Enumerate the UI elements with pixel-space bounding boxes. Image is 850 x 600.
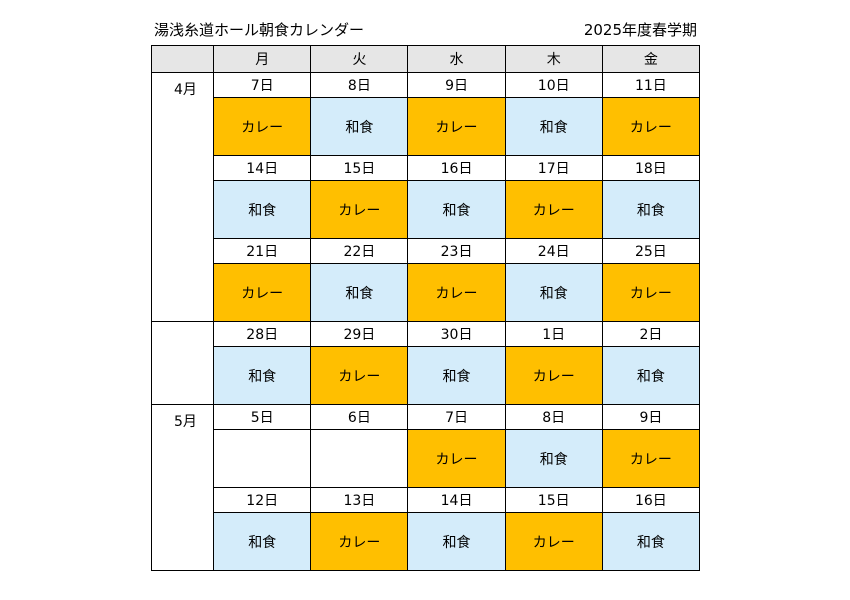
month-label: 5月 [150, 404, 215, 571]
meal-cell-washoku: 和食 [407, 180, 506, 239]
date-cell: 22日 [310, 238, 409, 264]
date-cell: 13日 [310, 487, 409, 513]
date-cell: 12日 [213, 487, 312, 513]
weekday-header-row: 月 火 水 木 金 [150, 45, 701, 73]
meal-cell-curry: カレー [601, 97, 701, 156]
meal-cell-washoku: 和食 [407, 346, 506, 405]
meal-cell-washoku: 和食 [310, 263, 409, 322]
meal-cell-curry: カレー [407, 429, 506, 488]
date-cell: 9日 [601, 404, 701, 430]
meal-cell-washoku: 和食 [407, 512, 506, 571]
date-cell: 17日 [504, 155, 603, 181]
date-cell: 9日 [407, 72, 506, 98]
meal-cell-curry: カレー [504, 346, 603, 405]
breakfast-calendar: 月 火 水 木 金 4月 7日 8日 9日 10日 11日 カレー 和食 カレー 和食 カレー 14日… [150, 45, 701, 571]
date-row: 21日 22日 23日 24日 25日 [152, 238, 701, 264]
page-title: 湯浅糸道ホール朝食カレンダー [154, 21, 365, 39]
meal-row: カレー 和食 カレー [152, 429, 701, 488]
meal-cell-curry: カレー [310, 512, 409, 571]
meal-cell-washoku: 和食 [213, 180, 312, 239]
meal-row: 和食 カレー 和食 カレー 和食 [152, 346, 701, 405]
date-row: 14日 15日 16日 17日 18日 [152, 155, 701, 181]
date-cell: 30日 [407, 321, 506, 347]
month-label: 4月 [150, 72, 215, 322]
meal-cell-curry: カレー [601, 429, 701, 488]
date-cell: 15日 [310, 155, 409, 181]
date-cell: 14日 [407, 487, 506, 513]
date-cell: 6日 [310, 404, 409, 430]
meal-cell-washoku: 和食 [213, 346, 312, 405]
meal-row: 和食 カレー 和食 カレー 和食 [152, 180, 701, 239]
date-cell: 14日 [213, 155, 312, 181]
date-cell: 28日 [213, 321, 312, 347]
date-cell: 25日 [601, 238, 701, 264]
date-row: 4月 7日 8日 9日 10日 11日 [150, 72, 701, 322]
date-cell: 7日 [407, 404, 506, 430]
meal-cell-curry: カレー [504, 180, 603, 239]
meal-cell-washoku: 和食 [601, 512, 701, 571]
date-cell: 7日 [213, 72, 312, 98]
date-row: 5月 5日 6日 7日 8日 9日 [150, 404, 701, 571]
meal-cell-curry: カレー [407, 97, 506, 156]
date-cell: 11日 [601, 72, 701, 98]
meal-cell-curry: カレー [601, 263, 701, 322]
meal-cell-washoku: 和食 [601, 180, 701, 239]
date-cell: 21日 [213, 238, 312, 264]
meal-cell-empty [213, 429, 312, 488]
date-cell: 8日 [310, 72, 409, 98]
weekday-header: 水 [407, 45, 506, 73]
meal-row: 和食 カレー 和食 カレー 和食 [152, 512, 701, 571]
date-cell: 29日 [310, 321, 409, 347]
meal-cell-curry: カレー [407, 263, 506, 322]
date-cell: 18日 [601, 155, 701, 181]
meal-cell-washoku: 和食 [504, 97, 603, 156]
date-cell: 16日 [407, 155, 506, 181]
meal-cell-washoku: 和食 [213, 512, 312, 571]
weekday-header: 木 [504, 45, 603, 73]
meal-cell-washoku: 和食 [504, 263, 603, 322]
meal-cell-curry: カレー [310, 180, 409, 239]
meal-cell-washoku: 和食 [504, 429, 603, 488]
date-cell: 10日 [504, 72, 603, 98]
date-cell: 1日 [504, 321, 603, 347]
header-corner [150, 45, 215, 73]
meal-cell-curry: カレー [504, 512, 603, 571]
meal-cell-washoku: 和食 [601, 346, 701, 405]
date-cell: 16日 [601, 487, 701, 513]
date-cell: 23日 [407, 238, 506, 264]
date-row: 12日 13日 14日 15日 16日 [152, 487, 701, 513]
weekday-header: 火 [310, 45, 409, 73]
date-cell: 5日 [213, 404, 312, 430]
month-label [150, 321, 215, 405]
date-cell: 24日 [504, 238, 603, 264]
meal-cell-curry: カレー [213, 263, 312, 322]
date-row: 28日 29日 30日 1日 2日 [150, 321, 701, 405]
weekday-header: 月 [213, 45, 312, 73]
date-cell: 15日 [504, 487, 603, 513]
date-cell: 2日 [601, 321, 701, 347]
meal-row: カレー 和食 カレー 和食 カレー [152, 263, 701, 322]
meal-cell-curry: カレー [213, 97, 312, 156]
date-cell: 8日 [504, 404, 603, 430]
meal-cell-washoku: 和食 [310, 97, 409, 156]
meal-row: カレー 和食 カレー 和食 カレー [152, 97, 701, 156]
meal-cell-curry: カレー [310, 346, 409, 405]
weekday-header: 金 [601, 45, 701, 73]
meal-cell-empty [310, 429, 409, 488]
term-label: 2025年度春学期 [583, 21, 697, 39]
